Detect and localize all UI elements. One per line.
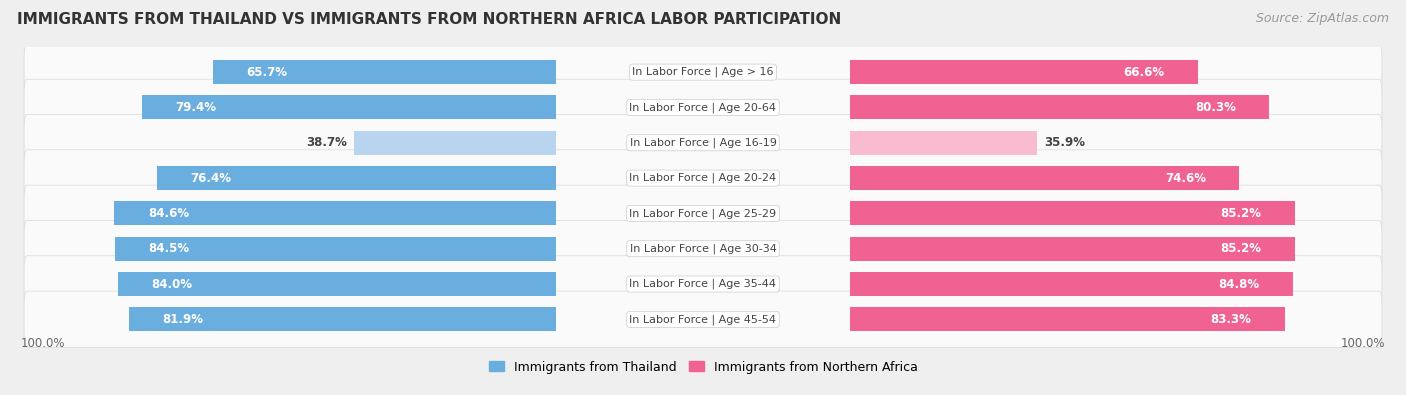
Text: 79.4%: 79.4%	[174, 101, 217, 114]
FancyBboxPatch shape	[24, 185, 1382, 242]
Text: 100.0%: 100.0%	[1341, 337, 1385, 350]
FancyBboxPatch shape	[24, 115, 1382, 171]
Text: IMMIGRANTS FROM THAILAND VS IMMIGRANTS FROM NORTHERN AFRICA LABOR PARTICIPATION: IMMIGRANTS FROM THAILAND VS IMMIGRANTS F…	[17, 12, 841, 27]
Bar	[142, 96, 555, 119]
FancyBboxPatch shape	[24, 220, 1382, 277]
Bar	[157, 166, 555, 190]
Text: In Labor Force | Age 16-19: In Labor Force | Age 16-19	[630, 137, 776, 148]
Text: 66.6%: 66.6%	[1123, 66, 1164, 79]
Legend: Immigrants from Thailand, Immigrants from Northern Africa: Immigrants from Thailand, Immigrants fro…	[485, 357, 921, 377]
Text: In Labor Force | Age 20-24: In Labor Force | Age 20-24	[630, 173, 776, 183]
Text: 84.8%: 84.8%	[1218, 278, 1260, 291]
Text: 81.9%: 81.9%	[162, 313, 202, 326]
Text: 100.0%: 100.0%	[21, 337, 65, 350]
Text: 80.3%: 80.3%	[1195, 101, 1236, 114]
Text: 84.5%: 84.5%	[149, 242, 190, 255]
Text: 35.9%: 35.9%	[1045, 136, 1085, 149]
Bar	[118, 272, 555, 296]
Bar	[851, 307, 1285, 331]
FancyBboxPatch shape	[24, 44, 1382, 100]
Text: Source: ZipAtlas.com: Source: ZipAtlas.com	[1256, 12, 1389, 25]
Text: 38.7%: 38.7%	[307, 136, 347, 149]
Text: 74.6%: 74.6%	[1166, 171, 1206, 184]
FancyBboxPatch shape	[24, 256, 1382, 312]
Bar	[115, 237, 555, 261]
Text: In Labor Force | Age > 16: In Labor Force | Age > 16	[633, 67, 773, 77]
Bar	[851, 201, 1295, 226]
Bar	[851, 272, 1292, 296]
Bar	[114, 201, 555, 226]
Bar	[354, 131, 555, 155]
Text: 76.4%: 76.4%	[191, 171, 232, 184]
Text: In Labor Force | Age 20-64: In Labor Force | Age 20-64	[630, 102, 776, 113]
Text: In Labor Force | Age 35-44: In Labor Force | Age 35-44	[630, 279, 776, 289]
Text: 85.2%: 85.2%	[1220, 207, 1261, 220]
FancyBboxPatch shape	[24, 150, 1382, 206]
Bar	[214, 60, 555, 84]
Text: 85.2%: 85.2%	[1220, 242, 1261, 255]
Bar	[851, 60, 1198, 84]
Text: 65.7%: 65.7%	[246, 66, 287, 79]
Bar	[851, 131, 1038, 155]
Text: In Labor Force | Age 45-54: In Labor Force | Age 45-54	[630, 314, 776, 325]
Text: In Labor Force | Age 25-29: In Labor Force | Age 25-29	[630, 208, 776, 219]
Bar	[851, 237, 1295, 261]
Text: 84.6%: 84.6%	[148, 207, 188, 220]
Text: In Labor Force | Age 30-34: In Labor Force | Age 30-34	[630, 243, 776, 254]
Bar	[851, 96, 1270, 119]
Text: 83.3%: 83.3%	[1211, 313, 1251, 326]
Text: 84.0%: 84.0%	[150, 278, 193, 291]
FancyBboxPatch shape	[24, 291, 1382, 348]
Bar	[128, 307, 555, 331]
Bar	[851, 166, 1239, 190]
FancyBboxPatch shape	[24, 79, 1382, 136]
